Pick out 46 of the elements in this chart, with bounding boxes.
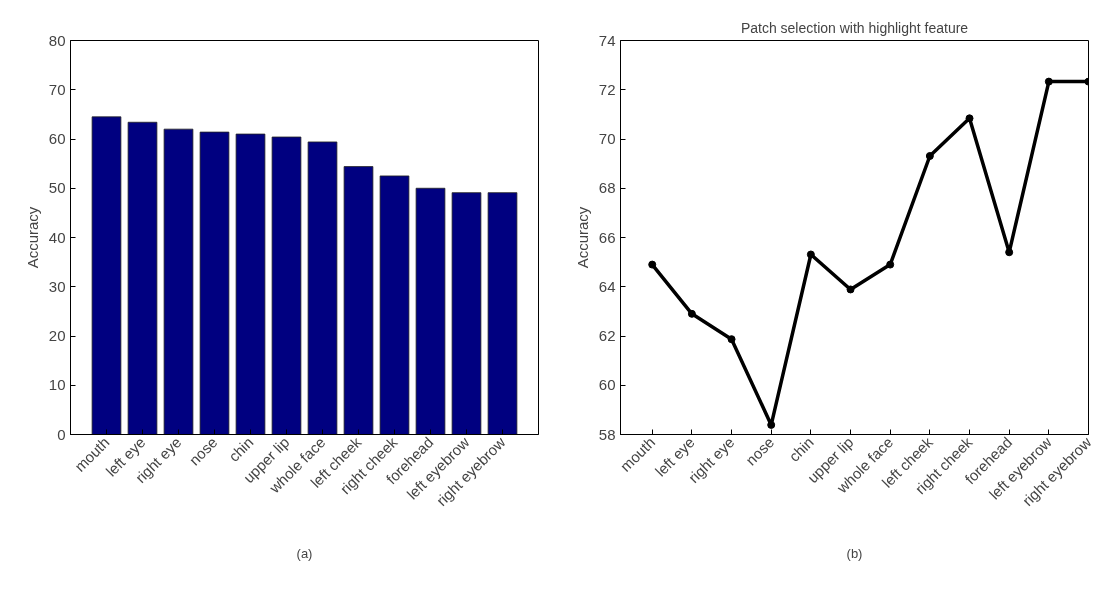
bar [415,187,446,435]
y-tick-label: 70 [598,130,616,147]
text: (a) [296,545,313,561]
point [925,152,934,160]
y-tick-label: 10 [48,376,66,394]
y-axis-title: Accuracy [573,206,591,269]
chart-title: Patch selection with highlight feature [740,19,969,36]
bar [127,121,158,435]
text: (b) [846,545,863,561]
point [727,335,736,344]
y-tick-label: 72 [598,80,616,98]
bar [235,133,266,435]
y-tick-label: 0 [57,425,66,443]
y-tick-label: 50 [48,179,66,197]
bar [487,192,518,435]
bar [91,116,122,435]
bar [379,175,410,435]
y-tick-label: 60 [48,130,66,147]
y-tick-label: 80 [48,31,66,49]
y-tick-label: 60 [598,376,616,394]
point [806,250,815,259]
point [965,114,974,123]
y-tick-label: 64 [598,277,616,295]
point [1044,77,1053,86]
y-tick-label: 20 [48,327,66,344]
bar [451,192,482,435]
point [687,309,696,318]
bar [307,141,338,435]
point [886,260,895,269]
y-tick-label: 58 [598,425,616,443]
y-tick-label: 68 [598,179,616,197]
y-tick-label: 30 [48,277,66,295]
y-tick-label: 62 [598,327,616,344]
bar [343,166,374,435]
point [1005,248,1014,257]
bar [163,128,194,435]
y-tick-label: 70 [48,80,66,98]
y-tick-label: 74 [598,31,616,49]
y-axis-title: Accuracy [23,206,41,269]
bar [271,136,302,435]
bar [199,131,230,435]
y-tick-label: 66 [598,228,616,246]
y-tick-label: 40 [48,228,66,246]
point [767,420,776,429]
point [648,260,657,269]
point [846,285,855,294]
